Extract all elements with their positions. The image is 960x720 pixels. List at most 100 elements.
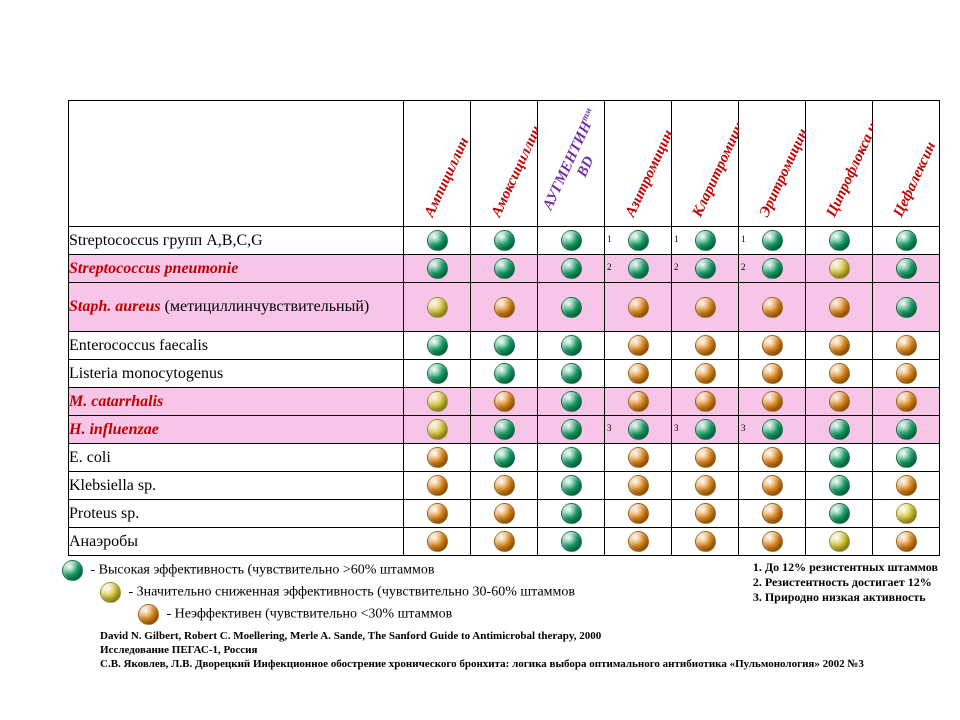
status-ball-orange [829, 391, 850, 412]
status-ball-green [628, 230, 649, 251]
cell [538, 360, 605, 388]
cell-footnote: 2 [674, 262, 679, 272]
status-ball-green [494, 335, 515, 356]
cell [404, 416, 471, 444]
status-ball-green [561, 297, 582, 318]
legend-row: - Неэффективен (чувствительно <30% штамм… [138, 604, 575, 624]
status-ball-orange [762, 297, 783, 318]
cell [605, 444, 672, 472]
cell [672, 332, 739, 360]
cell-footnote: 2 [741, 262, 746, 272]
cell [806, 255, 873, 283]
status-ball-yellow [427, 297, 448, 318]
cell [806, 416, 873, 444]
cell [873, 388, 940, 416]
status-ball-green [896, 447, 917, 468]
cell [404, 500, 471, 528]
cell-footnote: 3 [674, 423, 679, 433]
status-ball-orange [628, 447, 649, 468]
status-ball-green [427, 363, 448, 384]
status-ball-orange [762, 475, 783, 496]
cell [873, 360, 940, 388]
cell [538, 227, 605, 255]
status-ball-green [829, 475, 850, 496]
organism-label: Анаэробы [69, 528, 404, 556]
cell [873, 528, 940, 556]
cell [806, 528, 873, 556]
table-row: Proteus sp. [69, 500, 940, 528]
table-row: Klebsiella sp. [69, 472, 940, 500]
legend-text: - Высокая эффективность (чувствительно >… [87, 563, 435, 578]
footnotes: 1. До 12% резистентных штаммов2. Резисте… [753, 560, 938, 605]
organism-label: Klebsiella sp. [69, 472, 404, 500]
col-header-0: Ампициллин [404, 101, 471, 227]
cell: 2 [672, 255, 739, 283]
cell [404, 472, 471, 500]
status-ball-green [427, 335, 448, 356]
status-ball-orange [896, 335, 917, 356]
cell: 2 [739, 255, 806, 283]
footnote-line: 2. Резистентность достигает 12% [753, 575, 938, 590]
status-ball-orange [762, 503, 783, 524]
sensitivity-table: АмпициллинАмоксициллинАУГМЕНТИНтмBDАзитр… [68, 100, 940, 556]
cell [605, 500, 672, 528]
cell: 2 [605, 255, 672, 283]
status-ball-orange [494, 297, 515, 318]
status-ball-orange [695, 391, 716, 412]
cell: 3 [739, 416, 806, 444]
cell [471, 255, 538, 283]
status-ball-green [829, 447, 850, 468]
status-ball-orange [695, 363, 716, 384]
cell [471, 388, 538, 416]
status-ball-yellow [100, 582, 121, 603]
legend: - Высокая эффективность (чувствительно >… [62, 560, 575, 626]
status-ball-orange [829, 335, 850, 356]
status-ball-orange [628, 475, 649, 496]
cell [739, 472, 806, 500]
table-row: E. coli [69, 444, 940, 472]
cell [873, 500, 940, 528]
cell [739, 444, 806, 472]
status-ball-orange [695, 297, 716, 318]
status-ball-yellow [829, 531, 850, 552]
status-ball-green [896, 297, 917, 318]
cell [404, 332, 471, 360]
cell-footnote: 3 [607, 423, 612, 433]
status-ball-orange [896, 531, 917, 552]
cell-footnote: 3 [741, 423, 746, 433]
status-ball-green [561, 419, 582, 440]
table-row: Enterococcus faecalis [69, 332, 940, 360]
status-ball-orange [138, 604, 159, 625]
cell [739, 388, 806, 416]
cell [605, 472, 672, 500]
status-ball-orange [762, 447, 783, 468]
cell [538, 255, 605, 283]
col-header-6: Ципрофлокса цин [806, 101, 873, 227]
cell: 1 [672, 227, 739, 255]
cell [739, 500, 806, 528]
status-ball-green [829, 419, 850, 440]
table-row: H. influenzae333 [69, 416, 940, 444]
status-ball-yellow [896, 503, 917, 524]
cell [672, 500, 739, 528]
cell [471, 500, 538, 528]
credit-line: Исследование ПЕГАС-1, Россия [100, 644, 864, 658]
cell [538, 388, 605, 416]
cell-footnote: 1 [607, 234, 612, 244]
cell: 1 [739, 227, 806, 255]
status-ball-green [494, 447, 515, 468]
cell [471, 227, 538, 255]
cell [404, 283, 471, 332]
cell [538, 472, 605, 500]
status-ball-green [628, 419, 649, 440]
col-header-2: АУГМЕНТИНтмBD [538, 101, 605, 227]
status-ball-orange [695, 475, 716, 496]
credits: David N. Gilbert, Robert C. Moellering, … [100, 630, 864, 671]
cell [404, 227, 471, 255]
cell [404, 388, 471, 416]
status-ball-orange [628, 503, 649, 524]
organism-label: Enterococcus faecalis [69, 332, 404, 360]
status-ball-green [561, 363, 582, 384]
cell [739, 283, 806, 332]
status-ball-green [762, 230, 783, 251]
